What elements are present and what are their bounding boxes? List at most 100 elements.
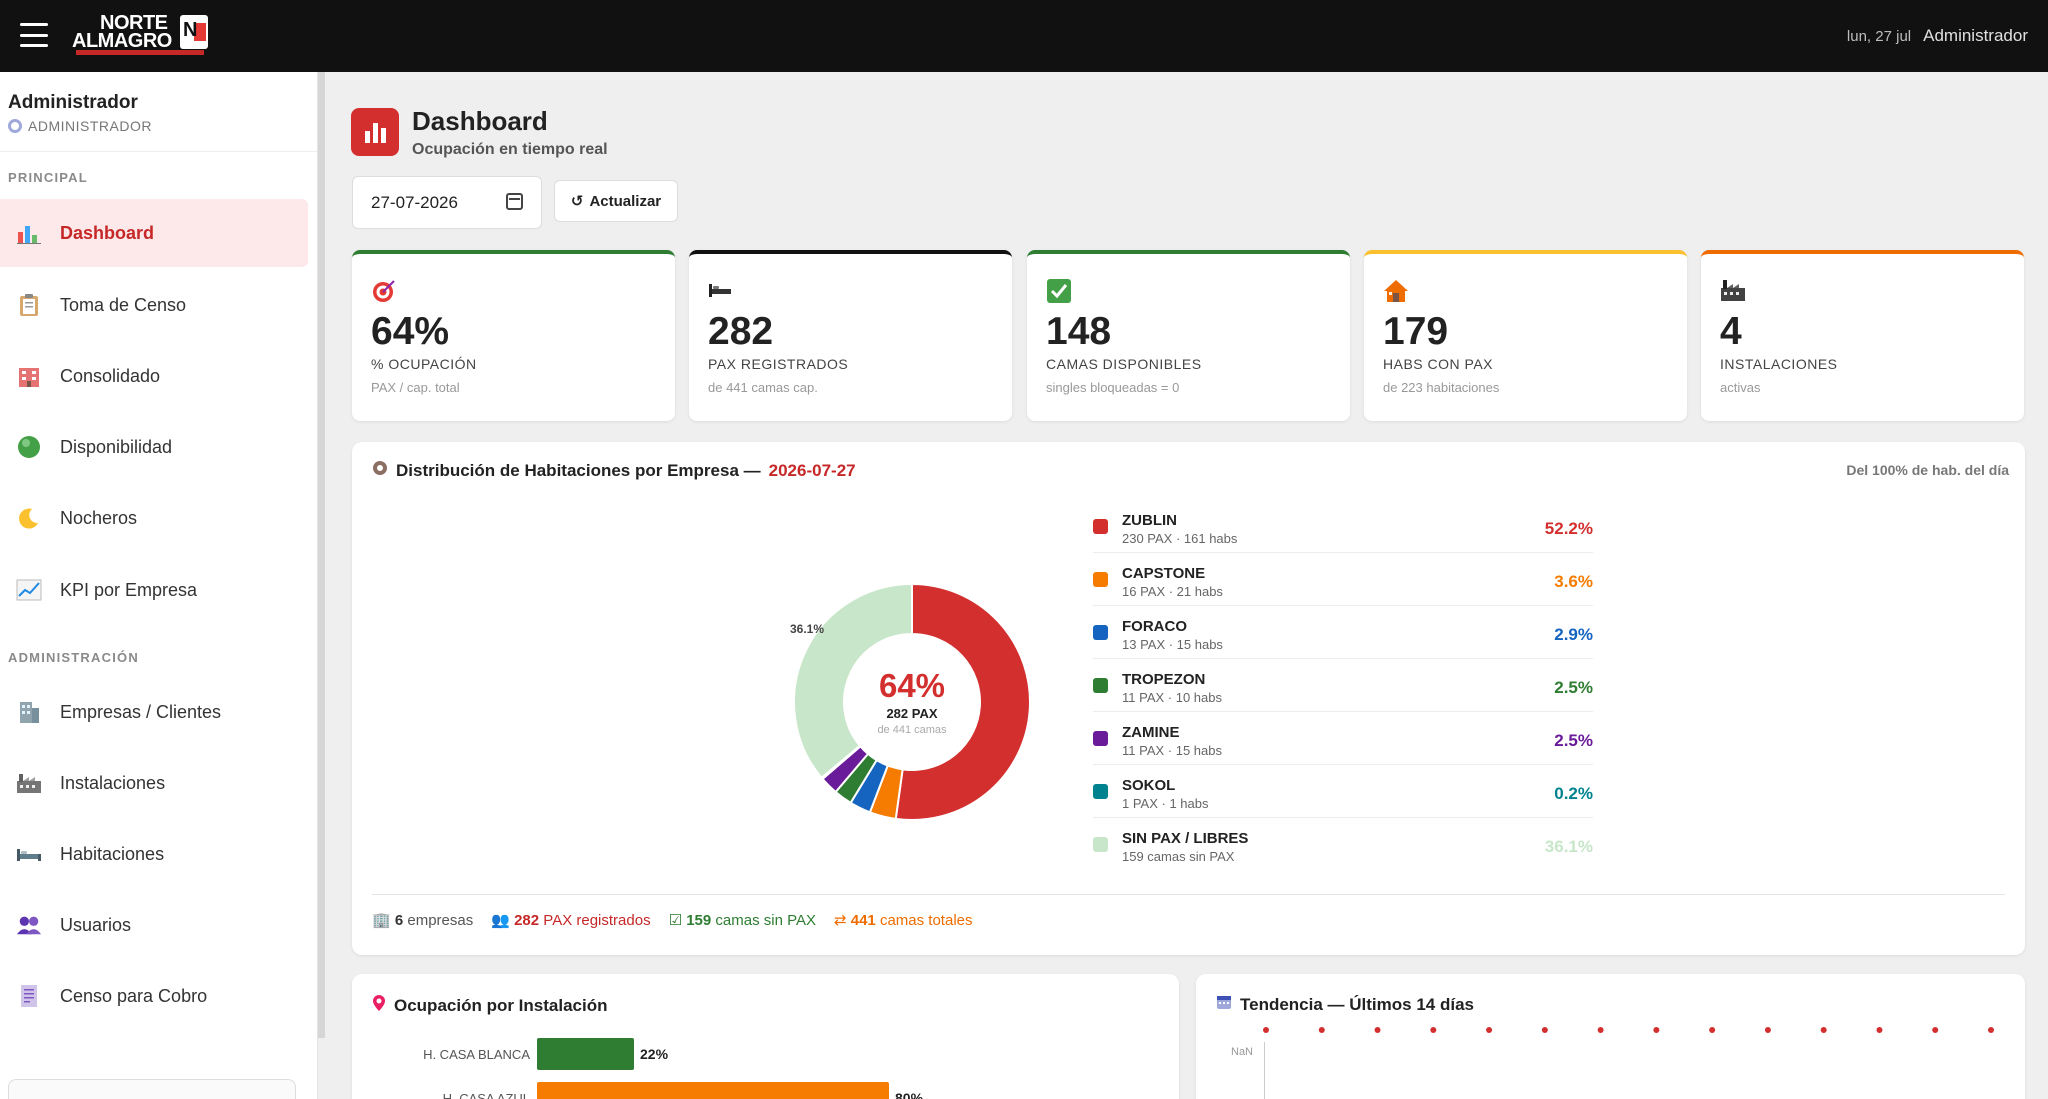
section-administracion: ADMINISTRACIÓN [8,650,139,665]
trend-point[interactable] [1318,1027,1325,1033]
trend-point[interactable] [1541,1027,1548,1033]
donut-center-pax: 282 PAX [886,706,938,721]
footer-pax-text: PAX registrados [543,912,651,929]
legend-swatch [1093,678,1108,693]
trend-point[interactable] [1374,1027,1381,1033]
trend-title-text: Tendencia — Últimos 14 días [1240,994,1474,1014]
donut-chart-svg [793,582,1031,821]
sidebar-item-instalaciones[interactable]: Instalaciones [0,749,308,817]
installations-title-text: Ocupación por Instalación [394,995,608,1015]
gear-icon [8,119,22,133]
installation-bar-row[interactable]: H. CASA AZUL 80% [352,1082,1152,1099]
footer-pax-count: 282 [514,912,540,929]
legend-swatch [1093,625,1108,640]
kpi-sublabel: PAX / cap. total [371,380,460,395]
legend-row[interactable]: SIN PAX / LIBRES 159 camas sin PAX 36.1% [1093,818,1593,871]
building-icon [16,363,42,389]
legend-name: SOKOL [1122,777,1176,794]
trend-point[interactable] [1263,1027,1269,1033]
dashboard-icon [351,108,399,156]
legend-row[interactable]: SOKOL 1 PAX · 1 habs 0.2% [1093,765,1593,818]
trend-point[interactable] [1932,1027,1939,1033]
installation-percent: 22% [640,1046,669,1062]
top-bar: NORTE ALMAGRO lun, 27 jul Administrador [0,0,2048,72]
sidebar-item-label: Toma de Censo [60,294,187,315]
legend-percent: 36.1% [1544,837,1593,856]
legend-row[interactable]: ZUBLIN 230 PAX · 161 habs 52.2% [1093,500,1593,553]
installation-bar-row[interactable]: H. CASA BLANCA 22% [352,1038,1152,1070]
date-input[interactable]: 27-07-2026 [352,176,542,229]
legend-sub: 13 PAX · 15 habs [1122,637,1223,652]
checkmark-icon [1046,278,1350,304]
legend-row[interactable]: FORACO 13 PAX · 15 habs 2.9% [1093,606,1593,659]
legend-row[interactable]: CAPSTONE 16 PAX · 21 habs 3.6% [1093,553,1593,606]
logo-mark-icon [180,15,208,49]
menu-icon[interactable] [20,23,48,47]
kpi-card-camas-disponibles: 148 CAMAS DISPONIBLES singles bloqueadas… [1027,250,1350,421]
section-principal: PRINCIPAL [8,170,88,185]
legend-swatch [1093,519,1108,534]
trend-point[interactable] [1820,1027,1827,1033]
trend-point[interactable] [1486,1027,1493,1033]
footer-empresas-count: 6 [394,912,404,929]
bed-icon [708,278,1012,304]
footer-sin-pax-count: 159 [686,912,712,929]
sidebar-item-usuarios[interactable]: Usuarios [0,891,308,959]
donut-slice-sin-pax-libres[interactable] [793,582,913,780]
sidebar-item-empresas-clientes[interactable]: Empresas / Clientes [0,678,308,746]
legend-name: ZUBLIN [1122,512,1177,529]
donut-chart: 64% 282 PAX de 441 camas [782,572,1042,832]
distribution-note: Del 100% de hab. del día [1846,462,2009,478]
trend-point[interactable] [1764,1027,1771,1033]
trend-point[interactable] [1653,1027,1660,1033]
donut-center: 64% 282 PAX de 441 camas [782,572,1042,832]
donut-icon [372,460,388,481]
sidebar-item-consolidado[interactable]: Consolidado [0,342,308,410]
sidebar-scrollbar[interactable] [318,72,325,1038]
legend-name: FORACO [1122,618,1187,635]
sidebar-item-dashboard[interactable]: Dashboard [0,199,308,267]
refresh-button-label: Actualizar [589,192,662,210]
kpi-value: 179 [1383,310,1449,353]
installation-bar [537,1082,889,1099]
legend-percent: 2.5% [1554,731,1593,750]
trend-title: Tendencia — Últimos 14 días [1216,994,1474,1015]
sidebar-bottom-panel [8,1079,296,1099]
trend-point[interactable] [1597,1027,1604,1033]
kpi-card-pax-registrados: 282 PAX REGISTRADOS de 441 camas cap. [689,250,1012,421]
trend-point[interactable] [1709,1027,1716,1033]
installation-label: H. CASA BLANCA [423,1046,530,1062]
norte-almagro-logo[interactable]: NORTE ALMAGRO [72,12,210,58]
distribution-footer: 🏢 6 empresas 👥 282 PAX registrados ☑ 159… [372,894,2005,929]
installation-percent: 80% [895,1090,924,1099]
legend-percent: 52.2% [1544,519,1593,538]
trend-y-tick: NaN [1231,1046,1254,1058]
sidebar-item-nocheros[interactable]: Nocheros [0,484,308,552]
sidebar-item-kpi-por-empresa[interactable]: KPI por Empresa [0,556,308,624]
legend-sub: 16 PAX · 21 habs [1122,584,1223,599]
legend-swatch [1093,837,1108,852]
user-menu[interactable]: Administrador [1923,26,2028,45]
trend-point[interactable] [1430,1027,1437,1033]
donut-slice-zublin[interactable] [894,582,1031,821]
bed-icon [16,841,42,867]
sidebar-item-label: Instalaciones [60,772,166,793]
kpi-label: INSTALACIONES [1720,356,1838,372]
trend-point[interactable] [1876,1027,1883,1033]
kpi-value: 148 [1046,310,1112,353]
footer-sin-pax: ☑ 159 camas sin PAX [669,911,816,929]
sidebar-item-habitaciones[interactable]: Habitaciones [0,820,308,888]
legend-row[interactable]: ZAMINE 11 PAX · 15 habs 2.5% [1093,712,1593,765]
sidebar-item-censo-para-cobro[interactable]: Censo para Cobro [0,962,308,1030]
legend-swatch [1093,572,1108,587]
role-label: ADMINISTRADOR [28,118,152,134]
legend-row[interactable]: TROPEZON 11 PAX · 10 habs 2.5% [1093,659,1593,712]
refresh-button[interactable]: ↺ Actualizar [554,180,678,222]
sidebar-item-toma-de-censo[interactable]: Toma de Censo [0,271,308,339]
donut-center-capacity: de 441 camas [877,724,947,736]
legend-percent: 3.6% [1554,572,1593,591]
sidebar-item-disponibilidad[interactable]: Disponibilidad [0,413,308,481]
trend-point[interactable] [1988,1027,1994,1033]
legend-sub: 230 PAX · 161 habs [1122,531,1238,546]
calendar-icon[interactable] [506,193,523,210]
